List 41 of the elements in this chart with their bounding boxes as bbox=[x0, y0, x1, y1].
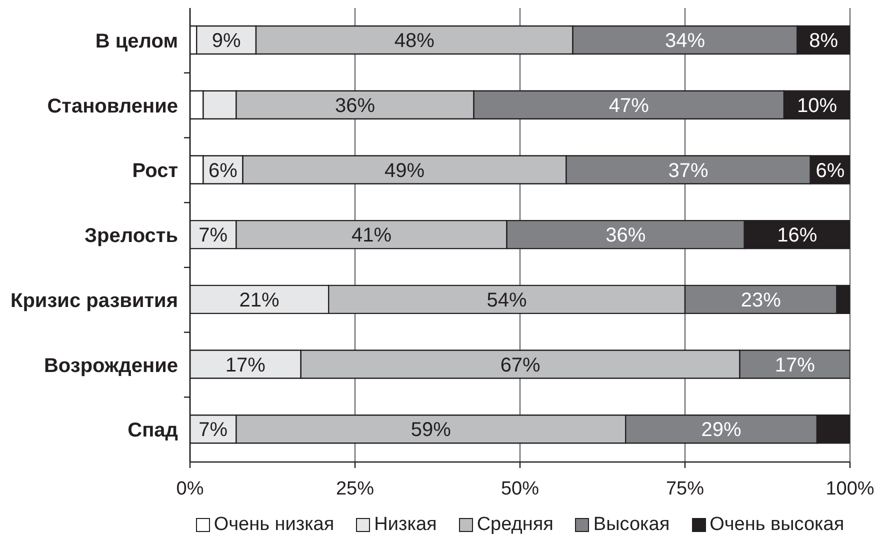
legend-label: Очень низкая bbox=[214, 514, 334, 536]
data-label: 6% bbox=[816, 160, 845, 182]
data-label: 36% bbox=[334, 94, 376, 117]
y-tick-label: Спад bbox=[128, 420, 178, 442]
data-label: 17% bbox=[225, 354, 266, 376]
x-tick-label: 50% bbox=[500, 478, 540, 500]
data-label: 41% bbox=[351, 224, 392, 247]
data-label: 34% bbox=[664, 30, 706, 52]
y-tick-label: Возрождение bbox=[44, 354, 178, 377]
y-tick-label: Рост bbox=[132, 160, 178, 182]
data-label: 49% bbox=[384, 160, 425, 182]
y-tick-label: В целом bbox=[95, 30, 178, 53]
data-label: 36% bbox=[606, 224, 646, 247]
y-tick-label: Зрелость bbox=[84, 225, 178, 248]
data-label: 6% bbox=[208, 160, 238, 182]
legend-label: Очень высокая bbox=[710, 514, 844, 536]
data-label: 54% bbox=[486, 290, 528, 312]
x-tick-label: 100% bbox=[826, 478, 874, 500]
data-label: 67% bbox=[500, 354, 541, 376]
data-label: 23% bbox=[740, 290, 782, 312]
data-label: 17% bbox=[774, 354, 816, 376]
y-tick-label: Кризис развития bbox=[10, 290, 178, 312]
data-label: 47% bbox=[608, 94, 650, 117]
data-label: 37% bbox=[668, 160, 709, 182]
data-label: 8% bbox=[809, 30, 838, 52]
legend-label: Высокая bbox=[593, 514, 670, 536]
legend-label: Средняя bbox=[476, 514, 554, 536]
x-tick-label: 75% bbox=[666, 478, 704, 500]
data-label: 29% bbox=[701, 419, 742, 442]
data-label: 7% bbox=[198, 224, 228, 247]
data-label: 16% bbox=[777, 224, 818, 247]
data-label: 9% bbox=[212, 30, 241, 52]
legend-label: Низкая bbox=[374, 514, 437, 536]
data-label: 48% bbox=[394, 30, 435, 52]
data-label: 10% bbox=[796, 94, 838, 117]
x-tick-label: 25% bbox=[336, 478, 374, 500]
y-tick-label: Становление bbox=[47, 95, 178, 118]
data-label: 7% bbox=[198, 419, 228, 442]
x-tick-label: 0% bbox=[176, 478, 204, 500]
data-label: 21% bbox=[239, 290, 280, 312]
data-label: 59% bbox=[410, 419, 452, 442]
